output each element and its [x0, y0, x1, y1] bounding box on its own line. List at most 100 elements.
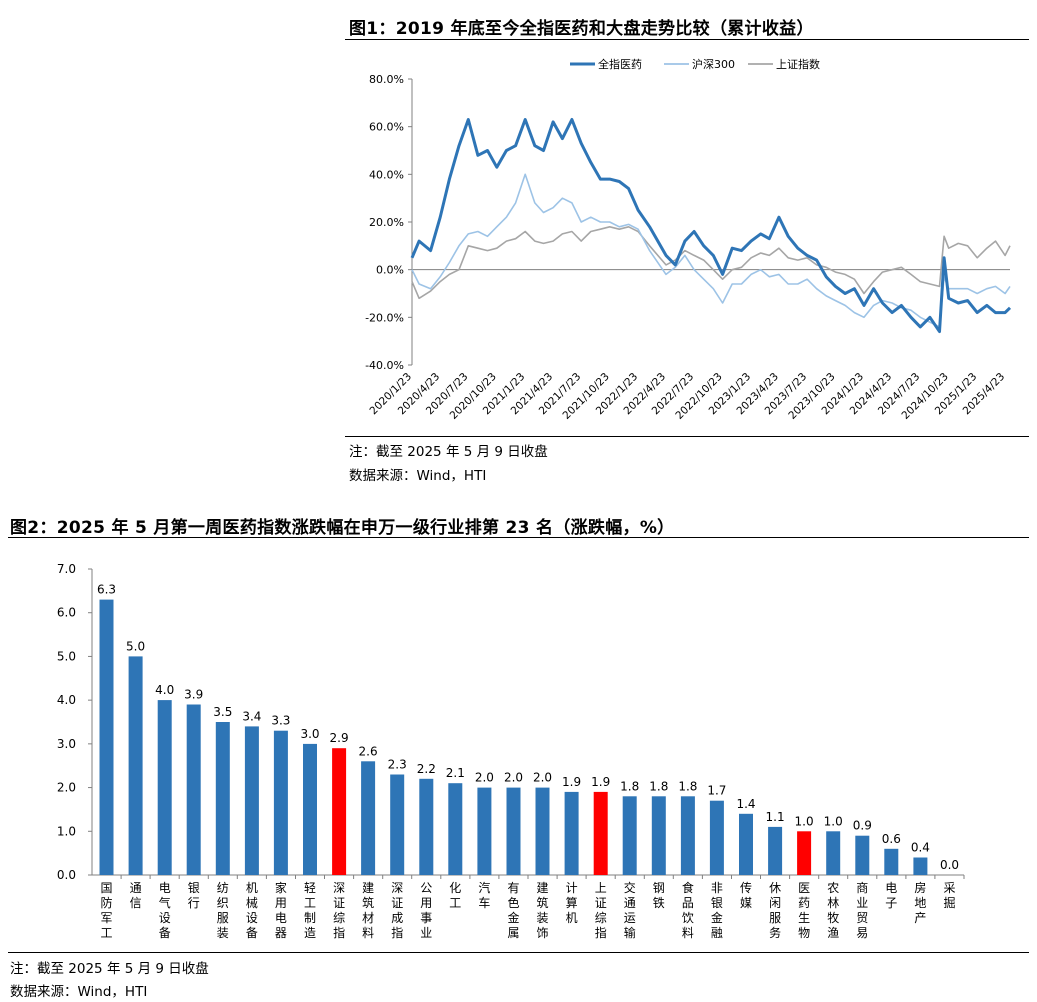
category-label: 有色金属	[507, 881, 519, 940]
bar	[506, 787, 521, 875]
bar	[709, 800, 724, 875]
category-label: 深证综指	[333, 881, 345, 940]
category-label: 公用事业	[420, 881, 432, 940]
y-tick-label: 60.0%	[369, 121, 404, 134]
series-line-2	[411, 173, 1011, 328]
category-label: 通信	[130, 881, 142, 910]
bar-value-label: 1.4	[736, 797, 755, 811]
bar-value-label: 4.0	[155, 683, 174, 697]
category-label: 农林牧渔	[827, 881, 839, 940]
category-label: 国防军工	[100, 881, 112, 940]
bar	[855, 835, 870, 875]
bar	[651, 796, 666, 875]
figure2-source: 数据来源：Wind，HTI	[10, 984, 148, 1000]
legend-label: 沪深300	[692, 57, 735, 71]
category-label: 银行	[188, 881, 200, 910]
category-label: 医药生物	[798, 881, 810, 940]
legend-label: 上证指数	[776, 57, 820, 71]
category-label: 上证综指	[595, 881, 607, 940]
figure1-top-rule	[345, 39, 1029, 40]
bar	[913, 857, 928, 875]
legend-label: 全指医药	[598, 57, 642, 71]
category-label: 建筑材料	[362, 881, 374, 940]
figure1-title: 图1：2019 年底至今全指医药和大盘走势比较（累计收益）	[349, 19, 814, 39]
figure1-bottom-rule	[345, 436, 1029, 437]
bar-value-label: 2.0	[504, 771, 523, 785]
bar	[332, 748, 347, 875]
bar-value-label: 1.7	[707, 784, 726, 798]
bar	[361, 761, 376, 875]
bar-value-label: 2.0	[475, 771, 494, 785]
bar	[448, 783, 463, 875]
bar-value-label: 2.9	[330, 731, 349, 745]
bar	[215, 722, 230, 875]
bar-value-label: 3.0	[300, 727, 319, 741]
category-label: 传媒	[740, 880, 752, 910]
bar	[244, 726, 259, 875]
category-label: 建筑装饰	[536, 881, 548, 940]
figure2-note: 注：截至 2025 年 5 月 9 日收盘	[10, 961, 209, 977]
y-tick-label: -20.0%	[365, 311, 404, 324]
bar-value-label: 1.9	[562, 775, 581, 789]
figure1-source: 数据来源：Wind，HTI	[349, 468, 487, 484]
bar-value-label: 2.1	[446, 766, 465, 780]
category-label: 食品饮料	[682, 880, 694, 940]
series-line-1	[410, 118, 1012, 334]
bar	[797, 831, 812, 875]
bar	[564, 791, 579, 875]
category-label: 非银金融	[711, 881, 723, 940]
bar	[419, 778, 434, 875]
bar	[390, 774, 405, 875]
figure2-bottom-rule	[8, 952, 1029, 953]
bar-value-label: 2.2	[417, 762, 436, 776]
figure2-title: 图2：2025 年 5 月第一周医药指数涨跌幅在申万一级行业排第 23 名（涨跌…	[10, 518, 675, 538]
category-label: 交通运输	[624, 880, 636, 940]
bar-value-label: 3.9	[184, 688, 203, 702]
bar-value-label: 6.3	[97, 583, 116, 597]
figure2-top-rule	[8, 537, 1029, 538]
category-label: 计算机	[566, 881, 578, 925]
bar	[768, 826, 783, 875]
category-label: 电气设备	[159, 881, 171, 940]
bar	[884, 848, 899, 875]
bar	[273, 730, 288, 875]
bar	[303, 743, 317, 875]
category-label: 汽车	[478, 880, 490, 910]
bar	[535, 787, 550, 875]
category-label: 化工	[449, 881, 461, 910]
bar-value-label: 1.0	[824, 814, 843, 828]
bar-value-label: 1.8	[678, 779, 697, 793]
bar-value-label: 3.3	[271, 714, 290, 728]
category-label: 电子	[885, 881, 897, 910]
y-tick-label: 4.0	[57, 693, 76, 707]
bar	[186, 704, 201, 875]
category-label: 深证成指	[391, 881, 403, 940]
bar-value-label: 3.5	[213, 705, 232, 719]
category-label: 钢铁	[653, 881, 665, 910]
bar	[157, 700, 172, 875]
bar-value-label: 0.6	[882, 832, 901, 846]
series-line-3	[411, 226, 1011, 300]
y-tick-label: 20.0%	[369, 216, 404, 229]
bar-value-label: 0.0	[940, 858, 959, 872]
bar	[826, 831, 841, 875]
bar-value-label: 2.6	[359, 744, 378, 758]
y-tick-label: 1.0	[57, 824, 76, 838]
category-label: 休闲服务	[769, 881, 781, 940]
bar-value-label: 1.9	[591, 775, 610, 789]
category-label: 采掘	[943, 881, 955, 910]
category-label: 家用电器	[275, 880, 287, 940]
y-tick-label: 0.0	[57, 868, 76, 882]
bar	[477, 787, 492, 875]
y-tick-label: 7.0	[57, 562, 76, 576]
bar	[739, 813, 753, 875]
category-label: 房地产	[914, 880, 926, 925]
bar	[622, 796, 637, 875]
figure1-line-chart: 80.0%60.0%40.0%20.0%0.0%-20.0%-40.0%2020…	[365, 57, 1012, 422]
category-label: 轻工制造	[304, 881, 316, 940]
bar-value-label: 5.0	[126, 639, 145, 653]
bar	[128, 656, 143, 875]
category-label: 商业贸易	[856, 880, 868, 940]
bar-value-label: 1.8	[620, 779, 639, 793]
